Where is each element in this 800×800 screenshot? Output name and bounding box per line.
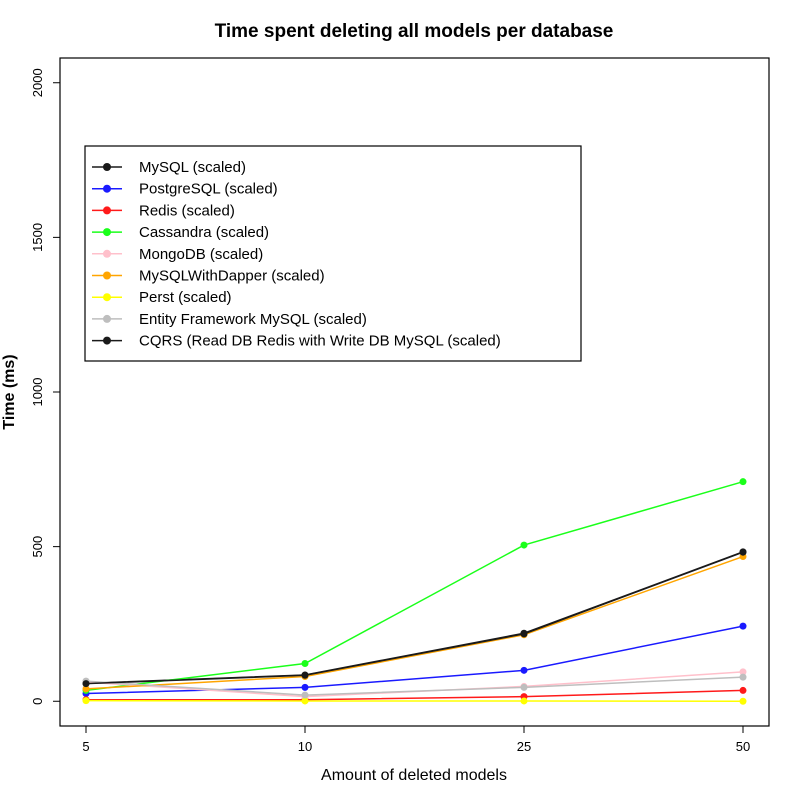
series-line: [85, 699, 744, 703]
y-tick-label: 2000: [30, 68, 45, 97]
series-line: [85, 555, 744, 690]
series-group: [82, 548, 747, 688]
series-group: [82, 548, 747, 687]
chart-title: Time spent deleting all models per datab…: [215, 21, 614, 42]
series-line: [85, 551, 744, 685]
y-axis-label: Time (ms): [1, 354, 18, 429]
y-tick-label: 0: [30, 698, 45, 705]
data-point: [739, 622, 747, 630]
legend-item: Perst (scaled): [92, 289, 232, 306]
data-point: [520, 666, 528, 674]
legend-label: PostgreSQL (scaled): [139, 181, 278, 198]
data-point: [301, 697, 309, 705]
legend-swatch-point: [103, 163, 111, 171]
x-tick-label: 10: [298, 739, 312, 754]
data-point: [82, 697, 90, 705]
x-tick-label: 25: [517, 739, 531, 754]
legend-item: Entity Framework MySQL (scaled): [92, 311, 367, 328]
legend-swatch-point: [103, 228, 111, 237]
data-point: [520, 697, 528, 705]
data-point: [520, 683, 528, 691]
series-line: [85, 480, 744, 692]
legend-swatch-point: [103, 293, 111, 302]
data-point: [739, 478, 747, 486]
legend-label: Entity Framework MySQL (scaled): [139, 311, 367, 328]
legend-label: Redis (scaled): [139, 202, 235, 219]
legend-label: CQRS (Read DB Redis with Write DB MySQL …: [139, 333, 501, 350]
data-point: [739, 668, 747, 676]
series-group: [82, 673, 747, 699]
data-point: [739, 686, 747, 694]
legend-label: Cassandra (scaled): [139, 224, 269, 241]
series-line: [85, 676, 744, 696]
y-tick-label: 500: [30, 536, 45, 558]
legend-swatch-point: [103, 336, 111, 345]
series-group: [82, 478, 747, 694]
series-group: [82, 697, 747, 705]
legend-item: MySQLWithDapper (scaled): [92, 268, 325, 285]
legend-item: Cassandra (scaled): [92, 224, 269, 241]
legend-swatch-point: [103, 206, 111, 215]
legend-label: MySQL (scaled): [139, 159, 246, 176]
x-tick-label: 50: [736, 739, 750, 754]
legend-box: [84, 145, 582, 362]
legend-swatch-point: [103, 184, 111, 193]
data-point: [520, 541, 528, 549]
legend-item: PostgreSQL (scaled): [92, 181, 278, 198]
series-group: [82, 553, 747, 693]
legend: MySQL (scaled) PostgreSQL (scaled) Redis (…: [84, 145, 582, 362]
legend-item: MySQL (scaled): [92, 159, 246, 176]
series-line: [86, 689, 744, 701]
legend-label: Perst (scaled): [139, 289, 232, 306]
legend-label: MySQLWithDapper (scaled): [139, 268, 325, 285]
y-tick-label: 1000: [30, 378, 45, 407]
legend-item: Redis (scaled): [92, 202, 235, 219]
legend-swatch-point: [103, 271, 111, 280]
legend-swatch-point: [103, 249, 111, 258]
series-line: [85, 625, 744, 695]
data-point: [301, 660, 309, 668]
series-layer: [82, 478, 747, 705]
legend-swatch-point: [103, 314, 111, 323]
legend-item: CQRS (Read DB Redis with Write DB MySQL …: [92, 333, 501, 350]
x-tick-label: 5: [82, 739, 89, 754]
data-point: [520, 630, 528, 638]
series-group: [82, 668, 747, 701]
data-point: [739, 697, 747, 705]
legend-item: MongoDB (scaled): [92, 246, 263, 263]
series-line: [85, 551, 744, 685]
y-tick-label: 1500: [30, 223, 45, 252]
data-point: [301, 691, 309, 699]
data-point: [82, 685, 90, 693]
legend-label: MongoDB (scaled): [139, 246, 263, 263]
data-point: [301, 683, 309, 691]
series-group: [82, 622, 747, 698]
data-point: [82, 680, 90, 688]
data-point: [739, 548, 747, 556]
x-axis-label: Amount of deleted models: [321, 767, 507, 784]
data-point: [301, 671, 309, 679]
data-point: [739, 673, 747, 681]
